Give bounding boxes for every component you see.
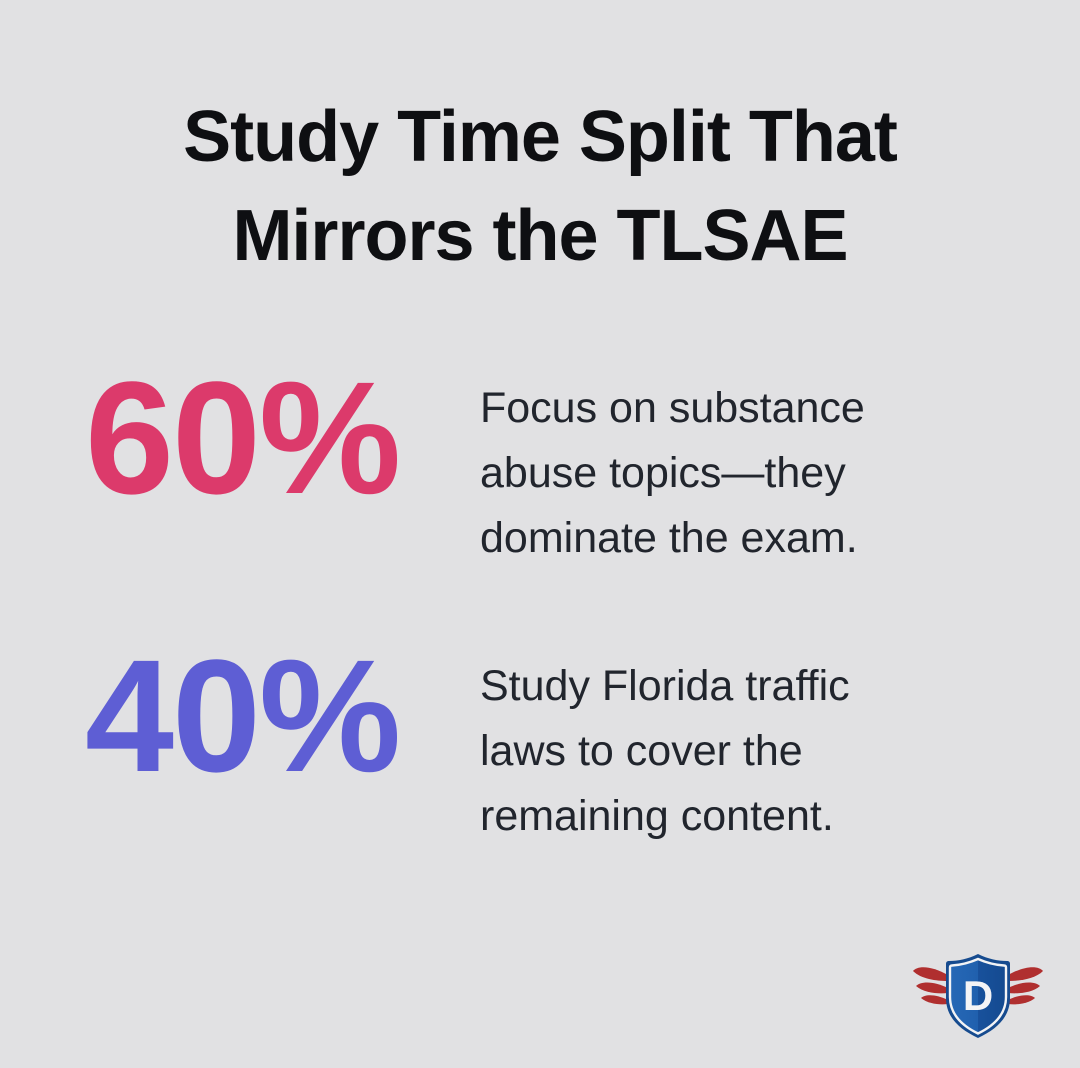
brand-shield-logo: D	[912, 948, 1044, 1042]
page-title-line-2: Mirrors the TLSAE	[232, 196, 848, 276]
stat-row-60: 60% Focus on substance abuse topics—they…	[85, 358, 1020, 571]
stat-description-60: Focus on substance abuse topics—they dom…	[480, 384, 865, 562]
shield-wings-icon: D	[913, 954, 1043, 1038]
logo-letter: D	[963, 972, 993, 1019]
stat-value-40: 40%	[85, 626, 401, 805]
shield-body	[948, 957, 1008, 1035]
page-title-line-1: Study Time Split That	[183, 97, 898, 177]
left-wing-icon	[913, 967, 948, 1005]
right-wing-icon	[1008, 967, 1043, 1005]
stat-value-60: 60%	[85, 348, 401, 527]
page-title: Study Time Split That Mirrors the TLSAE	[0, 88, 1080, 286]
stat-description-40: Study Florida traffic laws to cover the …	[480, 662, 850, 840]
stat-row-40: 40% Study Florida traffic laws to cover …	[85, 636, 1020, 849]
